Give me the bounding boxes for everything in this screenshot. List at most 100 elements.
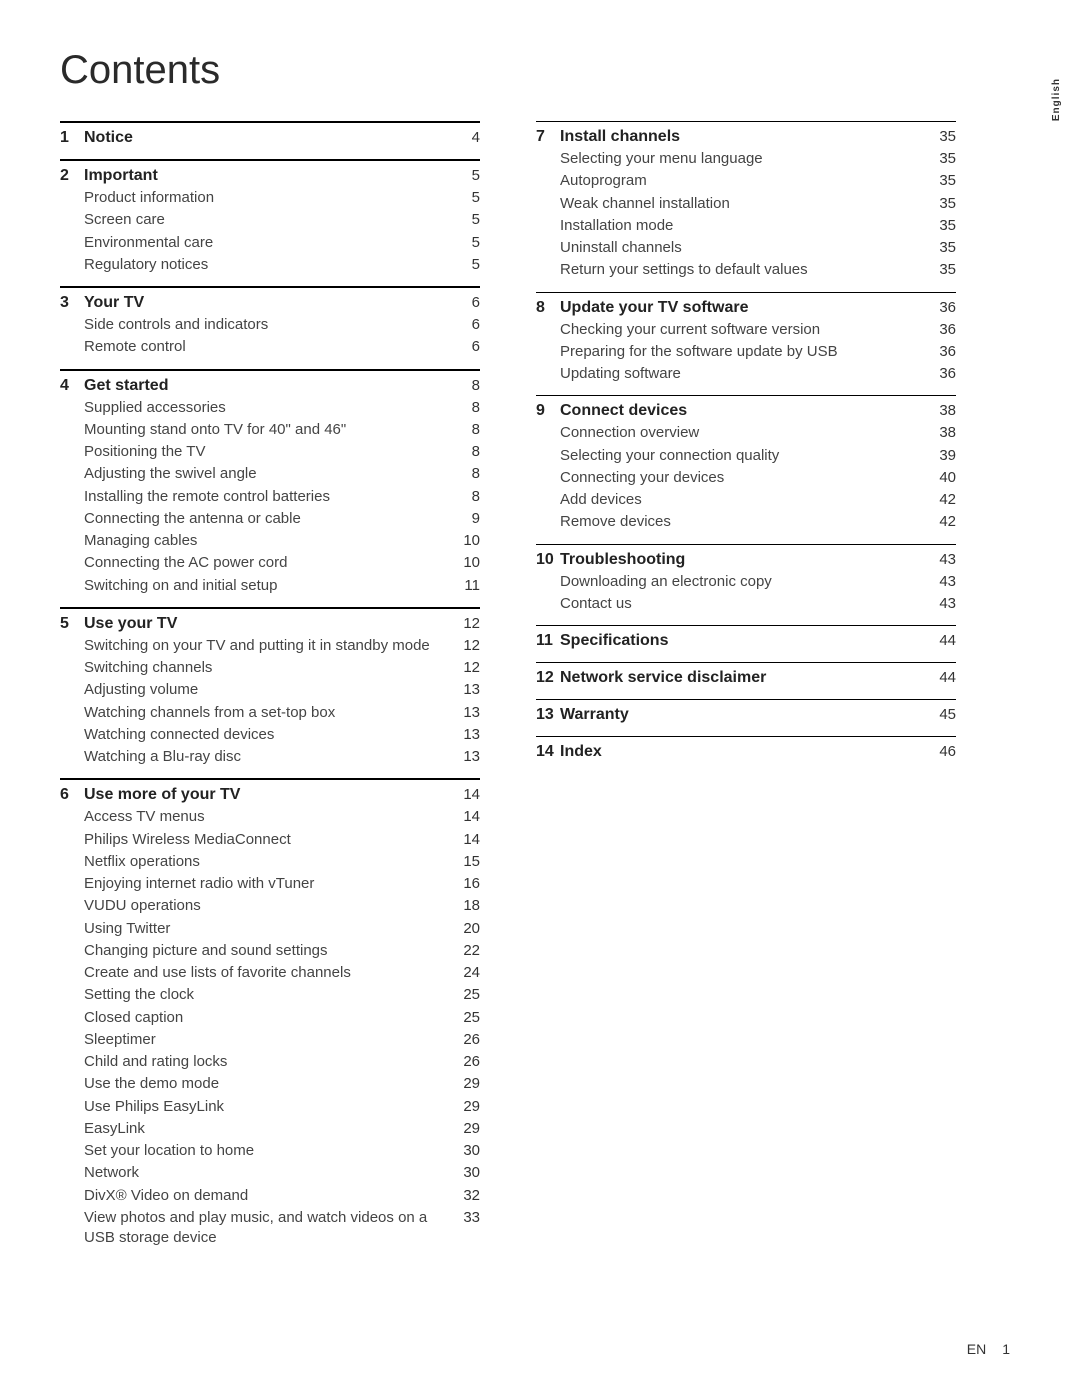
toc-section-head[interactable]: 1Notice4: [60, 129, 480, 149]
toc-entry[interactable]: Return your settings to default values35: [536, 259, 956, 281]
toc-entry[interactable]: Watching connected devices13: [60, 724, 480, 746]
entry-title: Switching channels: [84, 658, 444, 678]
toc-section-head[interactable]: 14Index46: [536, 743, 956, 763]
entry-title: Selecting your menu language: [560, 149, 920, 169]
entry-page: 5: [444, 211, 480, 228]
toc-entry[interactable]: Updating software36: [536, 363, 956, 385]
toc-entry[interactable]: Using Twitter20: [60, 918, 480, 940]
toc-entry[interactable]: Positioning the TV8: [60, 441, 480, 463]
toc-entry[interactable]: Mounting stand onto TV for 40" and 46"8: [60, 419, 480, 441]
toc-section-head[interactable]: 6Use more of your TV14: [60, 786, 480, 806]
toc-section-head[interactable]: 2Important5: [60, 167, 480, 187]
toc-section: 14Index46: [536, 736, 956, 763]
toc-entry[interactable]: Set your location to home30: [60, 1140, 480, 1162]
toc-entry[interactable]: Contact us43: [536, 593, 956, 615]
toc-entry[interactable]: EasyLink29: [60, 1118, 480, 1140]
entry-page: 25: [444, 986, 480, 1003]
toc-entry[interactable]: Connection overview38: [536, 422, 956, 444]
toc-entry[interactable]: Changing picture and sound settings22: [60, 940, 480, 962]
entry-title: Environmental care: [84, 233, 444, 253]
toc-entry[interactable]: Closed caption25: [60, 1007, 480, 1029]
entry-title: Watching connected devices: [84, 725, 444, 745]
toc-section-head[interactable]: 4Get started8: [60, 377, 480, 397]
toc-section-head[interactable]: 11Specifications44: [536, 632, 956, 652]
toc-entry[interactable]: Product information5: [60, 187, 480, 209]
toc-entry[interactable]: Connecting your devices40: [536, 467, 956, 489]
toc-entry[interactable]: DivX® Video on demand32: [60, 1185, 480, 1207]
toc-entry[interactable]: View photos and play music, and watch vi…: [60, 1207, 480, 1250]
section-page: 45: [920, 706, 956, 723]
toc-entry[interactable]: Switching on and initial setup11: [60, 575, 480, 597]
toc-section-head[interactable]: 10Troubleshooting43: [536, 551, 956, 571]
toc-entry[interactable]: Use Philips EasyLink29: [60, 1096, 480, 1118]
toc-entry[interactable]: Network30: [60, 1162, 480, 1184]
toc-section-head[interactable]: 8Update your TV software36: [536, 299, 956, 319]
toc-entry[interactable]: Create and use lists of favorite channel…: [60, 962, 480, 984]
toc-entry[interactable]: Adjusting volume13: [60, 679, 480, 701]
entry-title: Use Philips EasyLink: [84, 1097, 444, 1117]
entry-title: Uninstall channels: [560, 238, 920, 258]
toc-entry[interactable]: Weak channel installation35: [536, 193, 956, 215]
toc-entry[interactable]: Preparing for the software update by USB…: [536, 341, 956, 363]
toc-entry[interactable]: Installing the remote control batteries8: [60, 486, 480, 508]
toc-entry[interactable]: Autoprogram35: [536, 170, 956, 192]
entry-page: 36: [920, 321, 956, 338]
entry-page: 9: [444, 510, 480, 527]
toc-entry[interactable]: Connecting the AC power cord10: [60, 552, 480, 574]
toc-entry[interactable]: Philips Wireless MediaConnect14: [60, 829, 480, 851]
toc-entry[interactable]: Adjusting the swivel angle8: [60, 463, 480, 485]
entry-page: 11: [444, 577, 480, 594]
toc-entry[interactable]: Remove devices42: [536, 511, 956, 533]
entry-page: 43: [920, 595, 956, 612]
section-page: 35: [920, 128, 956, 145]
entry-title: Connecting the AC power cord: [84, 553, 444, 573]
toc-entry[interactable]: Watching a Blu-ray disc13: [60, 746, 480, 768]
toc-entry[interactable]: Sleeptimer26: [60, 1029, 480, 1051]
entry-title: Connecting the antenna or cable: [84, 509, 444, 529]
toc-entry[interactable]: Switching channels12: [60, 657, 480, 679]
toc-entry[interactable]: Connecting the antenna or cable9: [60, 508, 480, 530]
toc-entry[interactable]: Supplied accessories8: [60, 397, 480, 419]
toc-entry[interactable]: Selecting your connection quality39: [536, 445, 956, 467]
toc-entry[interactable]: Remote control6: [60, 336, 480, 358]
toc-section-head[interactable]: 9Connect devices38: [536, 402, 956, 422]
entry-page: 42: [920, 513, 956, 530]
toc-entry[interactable]: Uninstall channels35: [536, 237, 956, 259]
entry-title: Mounting stand onto TV for 40" and 46": [84, 420, 444, 440]
toc-entry[interactable]: Screen care5: [60, 209, 480, 231]
toc-section-head[interactable]: 3Your TV6: [60, 294, 480, 314]
toc-entry[interactable]: VUDU operations18: [60, 895, 480, 917]
entry-page: 8: [444, 465, 480, 482]
toc-entry[interactable]: Use the demo mode29: [60, 1073, 480, 1095]
toc-entry[interactable]: Environmental care5: [60, 232, 480, 254]
entry-title: Using Twitter: [84, 919, 444, 939]
section-page: 12: [444, 615, 480, 632]
toc-entry[interactable]: Setting the clock25: [60, 984, 480, 1006]
toc-entry[interactable]: Installation mode35: [536, 215, 956, 237]
toc-section-head[interactable]: 5Use your TV12: [60, 615, 480, 635]
section-page: 46: [920, 743, 956, 760]
entry-page: 29: [444, 1075, 480, 1092]
toc-entry[interactable]: Downloading an electronic copy43: [536, 571, 956, 593]
toc-section-head[interactable]: 13Warranty45: [536, 706, 956, 726]
toc-section-head[interactable]: 7Install channels35: [536, 128, 956, 148]
toc-entry[interactable]: Checking your current software version36: [536, 319, 956, 341]
toc-entry[interactable]: Switching on your TV and putting it in s…: [60, 635, 480, 657]
toc-entry[interactable]: Regulatory notices5: [60, 254, 480, 276]
toc-entry[interactable]: Add devices42: [536, 489, 956, 511]
toc-section-head[interactable]: 12Network service disclaimer44: [536, 669, 956, 689]
section-title: Warranty: [560, 706, 920, 724]
toc-entry[interactable]: Enjoying internet radio with vTuner16: [60, 873, 480, 895]
toc-entry[interactable]: Side controls and indicators6: [60, 314, 480, 336]
toc-entry[interactable]: Access TV menus14: [60, 806, 480, 828]
toc-entry[interactable]: Managing cables10: [60, 530, 480, 552]
entry-title: Managing cables: [84, 531, 444, 551]
entry-page: 42: [920, 491, 956, 508]
section-title: Get started: [84, 377, 444, 395]
toc-entry[interactable]: Selecting your menu language35: [536, 148, 956, 170]
toc-entry[interactable]: Netflix operations15: [60, 851, 480, 873]
toc-entry[interactable]: Watching channels from a set-top box13: [60, 702, 480, 724]
toc-entry[interactable]: Child and rating locks26: [60, 1051, 480, 1073]
entry-title: Switching on and initial setup: [84, 576, 444, 596]
toc-section: 1Notice4: [60, 121, 480, 149]
